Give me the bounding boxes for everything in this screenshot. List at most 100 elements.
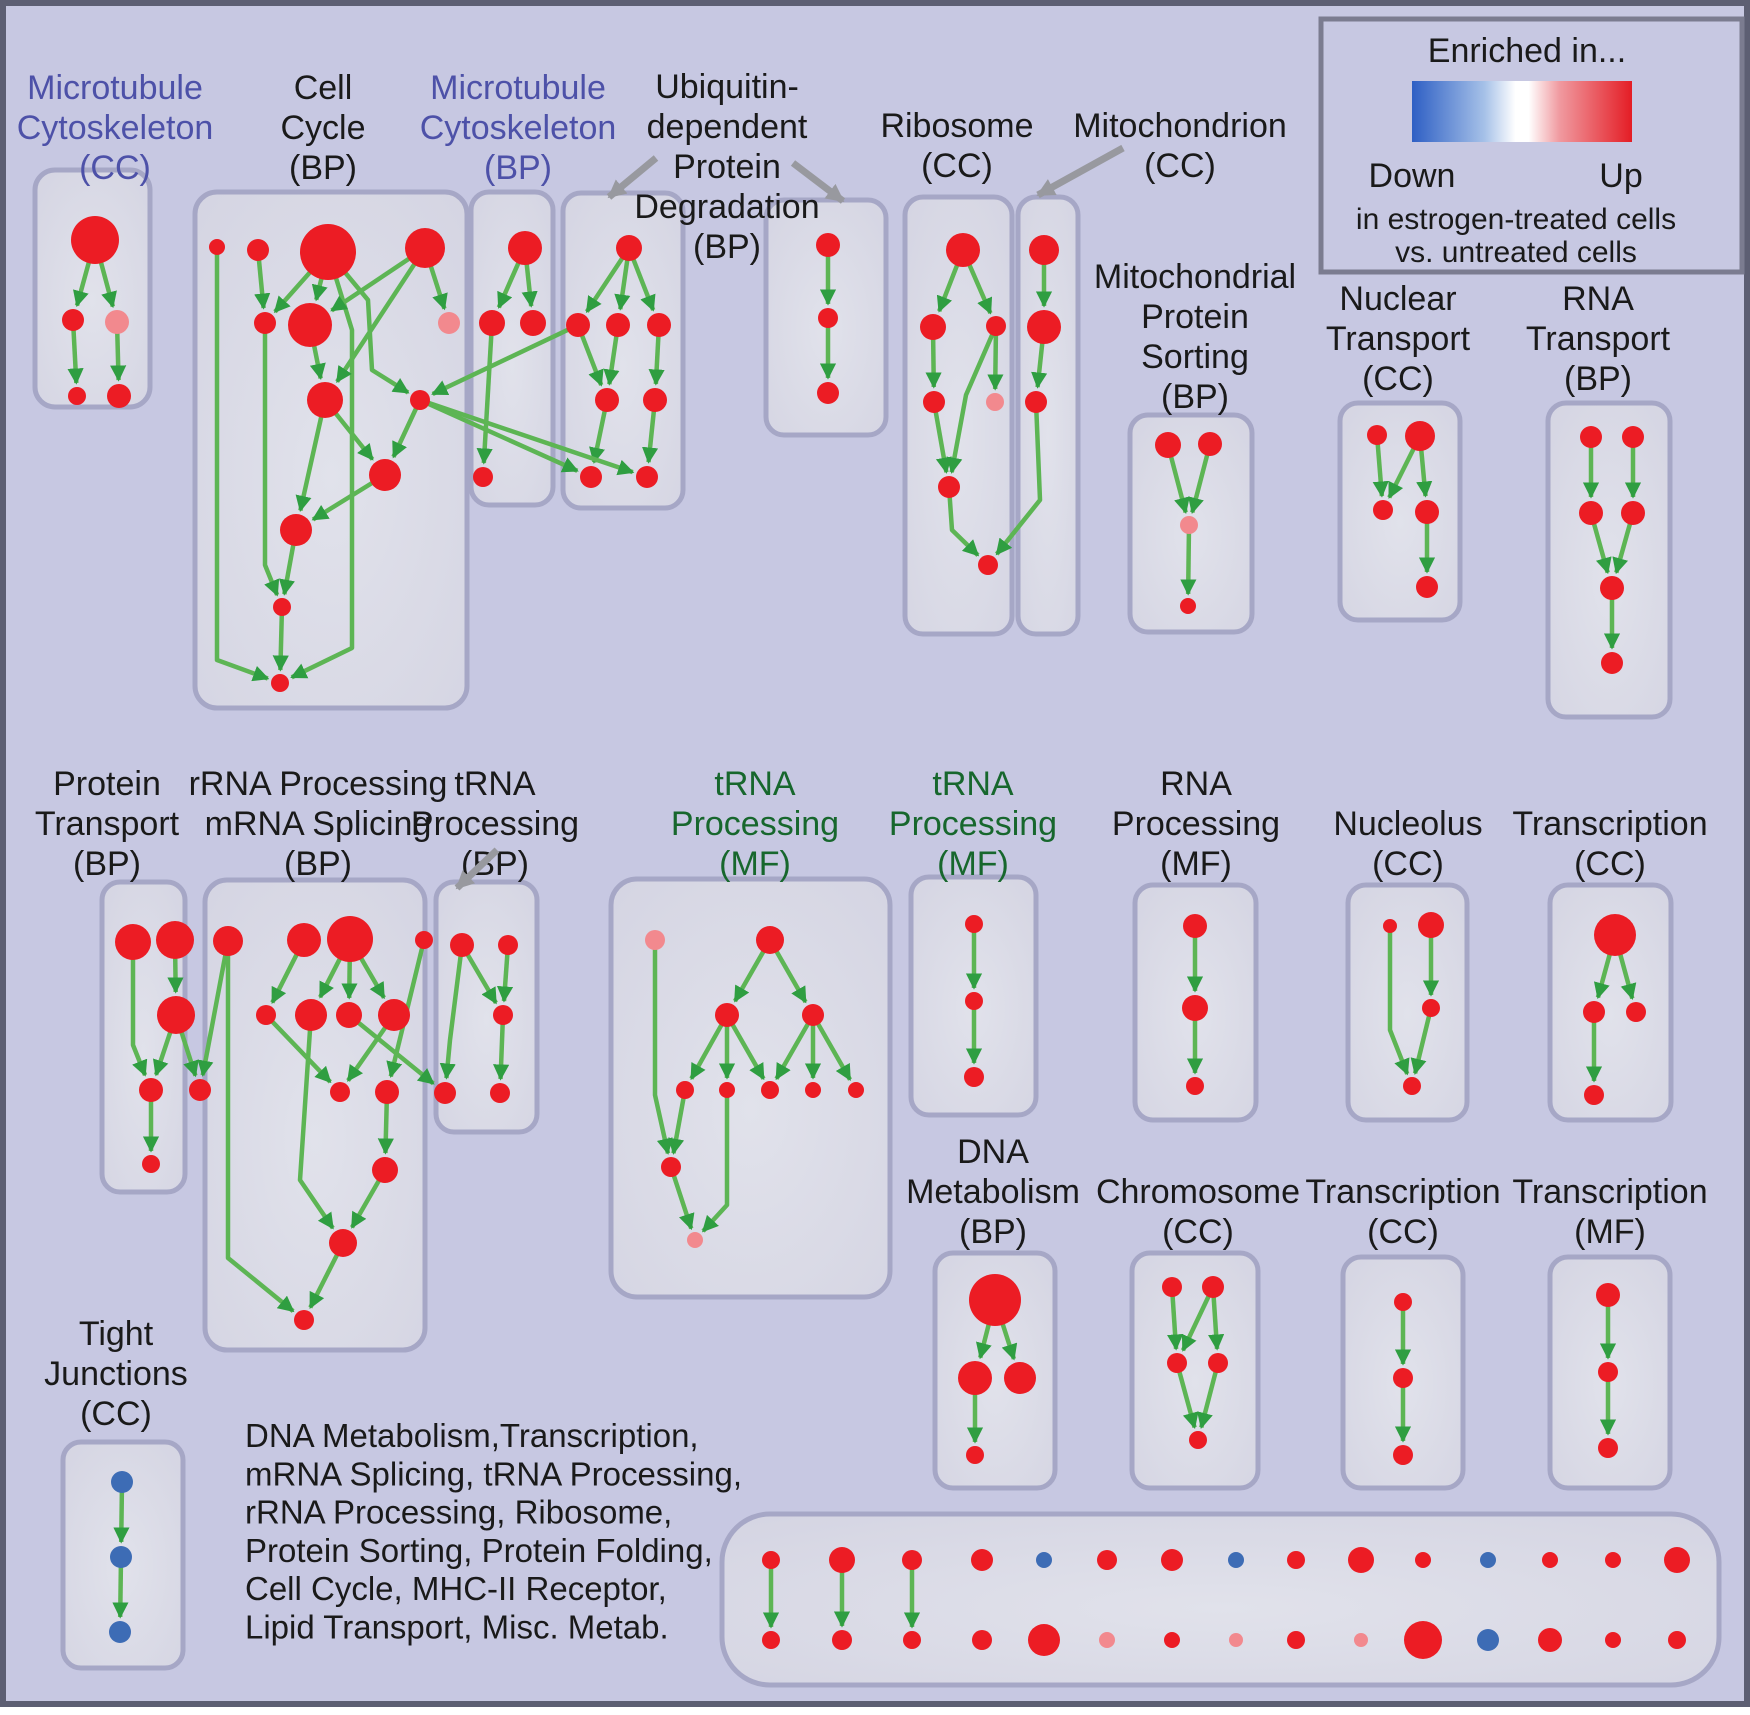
graph-node-dna-metabolism-bp-3 <box>966 1446 984 1464</box>
graph-node-misc-cluster-strip-21 <box>1164 1632 1180 1648</box>
graph-node-microtubule-cc-4 <box>107 384 131 408</box>
graph-node-mitochondrion-cc-0 <box>1029 235 1059 265</box>
graph-node-misc-cluster-strip-25 <box>1404 1621 1442 1659</box>
graph-node-rrna-processing-mrna-splicing-7 <box>336 1002 362 1028</box>
cluster-label-dna-metabolism-bp: DNA Metabolism (BP) <box>906 1133 1080 1251</box>
graph-edge-tight-junctions-cc-0 <box>113 1486 130 1544</box>
graph-node-misc-cluster-strip-6 <box>1161 1549 1183 1571</box>
graph-node-nucleolus-cc-0 <box>1383 919 1397 933</box>
cluster-label-cell-cycle: Cell Cycle (BP) <box>280 69 365 187</box>
graph-node-microtubule-cc-3 <box>68 387 86 405</box>
legend-gradient-bar <box>1412 81 1632 142</box>
graph-edge-cell-cycle-11 <box>327 404 375 461</box>
graph-node-ubiquitin-bp-a-6 <box>580 466 602 488</box>
graph-edge-ubiquitin-bp-a-0 <box>584 251 629 314</box>
legend-box <box>1318 16 1745 275</box>
graph-node-misc-cluster-strip-10 <box>1415 1552 1431 1568</box>
graph-node-cell-cycle-4 <box>254 312 276 334</box>
graph-node-nucleolus-cc-1 <box>1418 912 1444 938</box>
cluster-box-transcription-cc-mid <box>1547 882 1674 1123</box>
graph-node-misc-cluster-strip-26 <box>1477 1629 1499 1651</box>
graph-node-ribosome-cc-5 <box>938 476 960 498</box>
graph-node-rna-processing-mf-1 <box>1182 995 1208 1021</box>
graph-node-misc-cluster-strip-9 <box>1348 1547 1374 1573</box>
graph-node-trna-processing-mf-2-2 <box>964 1067 984 1087</box>
ubiquitin-label: Ubiquitin-dependent Protein Degradation (BP… <box>634 68 819 266</box>
graph-node-misc-cluster-strip-1 <box>829 1547 855 1573</box>
graph-node-transcription-mf-2 <box>1598 1438 1618 1458</box>
graph-node-mitochondrion-cc-2 <box>1025 391 1047 413</box>
graph-edge-cell-cycle-1 <box>254 254 271 310</box>
graph-node-transcription-cc-mid-1 <box>1583 1001 1605 1023</box>
graph-node-trna-processing-bp-2 <box>434 1082 456 1104</box>
graph-node-ribosome-cc-0 <box>946 233 980 267</box>
graph-edge-nuclear-transport-cc-0 <box>1372 438 1389 498</box>
graph-node-rna-transport-bp-1 <box>1622 426 1644 448</box>
graph-node-cell-cycle-7 <box>307 382 343 418</box>
graph-node-protein-transport-bp-4 <box>142 1155 160 1173</box>
misc-categories-text: DNA Metabolism,Transcription, mRNA Splici… <box>245 1417 742 1646</box>
legend-subtitle-1: in estrogen-treated cells <box>1356 203 1676 236</box>
graph-edge-ubiquitin-bp-a-1 <box>614 252 631 311</box>
graph-node-misc-cluster-strip-29 <box>1668 1631 1686 1649</box>
graph-edge-ubiquitin-bp-a-3 <box>577 328 604 387</box>
cluster-boxes-layer <box>32 167 1722 1688</box>
graph-edge-nuclear-transport-cc-2 <box>1416 441 1433 498</box>
graph-edge-trna-processing-bp-3 <box>439 949 464 1080</box>
graph-node-ubiquitin-bp-b-0 <box>816 233 840 257</box>
graph-node-misc-cluster-strip-7 <box>1228 1552 1244 1568</box>
graph-node-trna-processing-bp-1 <box>498 935 518 955</box>
graph-edge-ubiquitin-bp-a-2 <box>628 252 656 312</box>
graph-edge-trna-processing-mf-1-9 <box>668 1093 687 1155</box>
graph-node-transcription-cc-mid-0 <box>1594 914 1636 956</box>
graph-node-tight-junctions-cc-1 <box>110 1546 132 1568</box>
graph-cross-edge-3 <box>994 406 1043 556</box>
graph-node-rrna-processing-mrna-splicing-2 <box>327 916 373 962</box>
graph-node-misc-cluster-strip-19 <box>1028 1624 1060 1656</box>
cluster-label-nucleolus-cc: Nucleolus (CC) <box>1333 805 1482 883</box>
graph-node-trna-processing-mf-2-1 <box>965 992 983 1010</box>
graph-edge-cell-cycle-6 <box>330 250 420 313</box>
graph-node-microtubule-cc-0 <box>71 216 119 264</box>
graph-node-rrna-processing-mrna-splicing-4 <box>189 1079 211 1101</box>
graph-edge-trna-processing-mf-1-1 <box>770 943 808 1004</box>
cluster-label-mitochondrion-cc: Mitochondrion (CC) <box>1073 107 1287 185</box>
cluster-label-transcription-mf: Transcription (MF) <box>1512 1173 1707 1251</box>
graph-node-ribosome-cc-2 <box>986 316 1006 336</box>
graph-node-mito-protein-sorting-1 <box>1198 432 1222 456</box>
graph-node-misc-cluster-strip-14 <box>1664 1547 1690 1573</box>
graph-edge-cell-cycle-0 <box>214 250 270 682</box>
graph-node-cell-cycle-12 <box>271 674 289 692</box>
graph-edge-chromosome-cc-2 <box>1208 1291 1225 1351</box>
graph-node-microtubule-bp-2 <box>520 310 546 336</box>
cluster-box-nucleolus-cc <box>1345 882 1470 1123</box>
graph-node-nuclear-transport-cc-0 <box>1367 425 1387 445</box>
ubiquitin-right-pointer <box>790 160 846 204</box>
graph-node-chromosome-cc-2 <box>1167 1353 1187 1373</box>
graph-node-rrna-processing-mrna-splicing-10 <box>375 1080 399 1104</box>
graph-node-chromosome-cc-3 <box>1208 1353 1228 1373</box>
legend-subtitle-2: vs. untreated cells <box>1395 236 1637 269</box>
graph-edge-cell-cycle-16 <box>272 610 289 672</box>
cluster-box-dna-metabolism-bp <box>932 1250 1058 1491</box>
graph-node-trna-processing-bp-0 <box>450 933 474 957</box>
graph-node-dna-metabolism-bp-2 <box>1004 1362 1036 1394</box>
graph-node-cell-cycle-1 <box>247 239 269 261</box>
graph-node-mito-protein-sorting-3 <box>1180 598 1196 614</box>
graph-node-trna-processing-mf-1-2 <box>715 1003 739 1027</box>
cluster-label-ribosome-cc: Ribosome (CC) <box>880 107 1033 185</box>
graph-edge-trna-processing-bp-0 <box>462 948 498 1005</box>
graph-node-microtubule-bp-3 <box>473 467 493 487</box>
graph-node-nucleolus-cc-3 <box>1403 1077 1421 1095</box>
graph-node-protein-transport-bp-1 <box>156 921 194 959</box>
graph-node-ubiquitin-bp-a-1 <box>566 313 590 337</box>
graph-node-microtubule-cc-2 <box>105 310 129 334</box>
graph-edge-nucleolus-cc-2 <box>1410 1010 1433 1075</box>
graph-node-trna-processing-mf-1-7 <box>805 1082 821 1098</box>
graph-node-ubiquitin-bp-a-3 <box>647 313 671 337</box>
cluster-label-rrna-processing-mrna-splicing: rRNA Processing mRNA Splicing (BP) <box>189 765 448 883</box>
graph-cross-edge-1 <box>422 399 579 473</box>
